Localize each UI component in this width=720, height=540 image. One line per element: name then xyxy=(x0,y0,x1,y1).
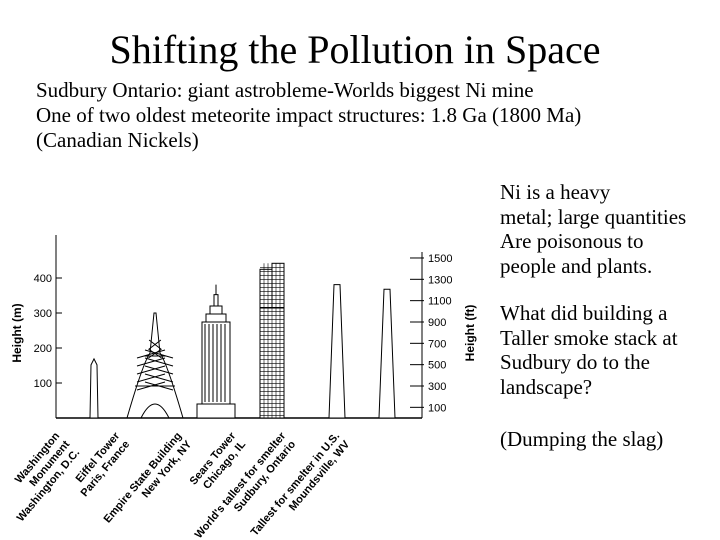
note-line: (Dumping the slag) xyxy=(500,427,664,451)
note-line: landscape? xyxy=(500,374,593,399)
left-axis-tick-label: 400 xyxy=(34,273,52,285)
intro-line: (Canadian Nickels) xyxy=(36,128,199,152)
note-line: Taller smoke stack at xyxy=(500,325,678,350)
right-axis-tick-label: 700 xyxy=(428,338,446,350)
note-line: Ni is a heavy xyxy=(500,180,611,204)
right-axis-tick-label: 1500 xyxy=(428,253,452,265)
intro-text: Sudbury Ontario: giant astrobleme-Worlds… xyxy=(36,78,581,153)
note-line: Sudbury do to the xyxy=(500,350,650,374)
eiffel-tower-shape xyxy=(126,312,184,419)
note-line: metal; large quantities xyxy=(500,204,687,229)
right-axis-tick-label: 500 xyxy=(428,360,446,372)
left-axis-label: Height (m) xyxy=(10,303,24,362)
note-line: Are poisonous to xyxy=(500,229,644,253)
moundsville-stack-shape xyxy=(378,288,396,419)
right-axis-tick-label: 100 xyxy=(428,402,446,414)
right-axis-tick-label: 1100 xyxy=(428,296,452,308)
side-notes: Ni is a heavy metal; large quantities Ar… xyxy=(500,180,720,475)
intro-line: One of two oldest meteorite impact struc… xyxy=(36,103,582,127)
intro-line: Sudbury Ontario: giant astrobleme-Worlds… xyxy=(36,78,534,102)
height-comparison-figure: 100 200 300 400 Height (m) 100 300 500 700 900 110… xyxy=(0,190,500,540)
right-axis-tick-label: 900 xyxy=(428,317,446,329)
note-line: What did building a xyxy=(500,301,668,325)
slide-title: Shifting the Pollution in Space xyxy=(109,27,601,72)
left-axis-tick-label: 100 xyxy=(34,378,52,390)
eiffel-tower-label: Eiffel TowerParis, France xyxy=(69,430,133,500)
answer-note: (Dumping the slag) xyxy=(500,427,720,452)
left-axis-tick-label: 300 xyxy=(34,308,52,320)
washington-monument-label: WashingtonMonumentWashington, D.C. xyxy=(0,430,82,524)
right-axis-label: Height (ft) xyxy=(463,305,477,362)
left-axis-tick-label: 200 xyxy=(34,343,52,355)
nickel-note: Ni is a heavy metal; large quantities Ar… xyxy=(500,180,720,278)
empire-state-building-shape xyxy=(196,284,236,419)
washington-monument-shape xyxy=(89,357,99,419)
question-note: What did building a Taller smoke stack a… xyxy=(500,301,720,399)
right-axis-tick-label: 300 xyxy=(428,381,446,393)
note-line: people and plants. xyxy=(500,253,653,278)
sudbury-stack-shape xyxy=(328,284,346,419)
height-comparison-svg: 100 200 300 400 Height (m) 100 300 500 700 900 110… xyxy=(0,235,477,540)
sears-tower-shape xyxy=(259,262,285,419)
right-axis-tick-label: 1300 xyxy=(428,274,452,286)
